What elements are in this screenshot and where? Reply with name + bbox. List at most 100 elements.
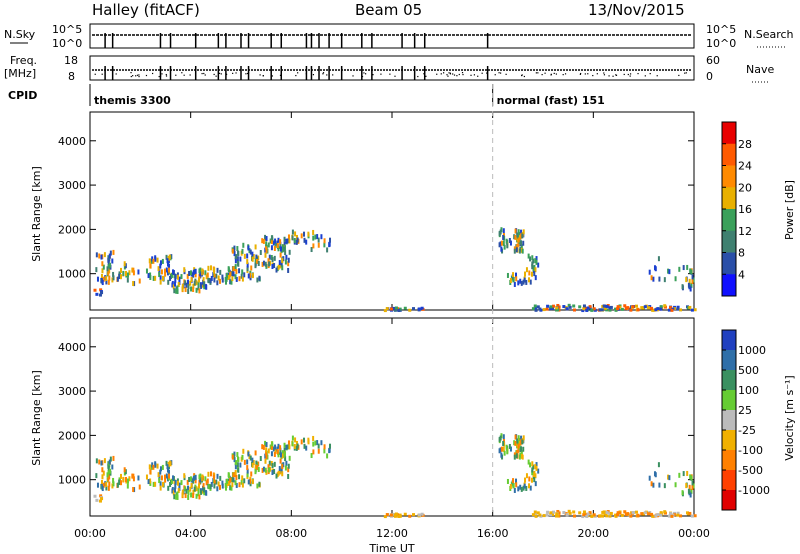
freq-unit: [MHz] — [4, 67, 36, 80]
range-gate-cell — [128, 270, 131, 276]
range-gate-cell — [658, 482, 661, 488]
range-gate-cell — [234, 470, 237, 476]
range-gate-cell — [218, 484, 221, 490]
range-gate-cell — [269, 238, 272, 244]
ground-scatter-cell — [670, 514, 674, 518]
range-gate-cell — [168, 473, 171, 479]
ground-scatter-cell — [614, 308, 618, 312]
range-gate-cell — [212, 474, 215, 480]
nave-point — [322, 72, 325, 74]
range-gate-cell — [232, 454, 235, 460]
range-gate-cell — [157, 472, 160, 478]
range-gate-cell — [174, 273, 177, 279]
ground-scatter-cell — [598, 514, 602, 518]
ground-scatter-cell — [679, 514, 683, 518]
ground-scatter-cell — [620, 307, 624, 311]
ground-scatter-cell — [555, 512, 559, 516]
range-gate-cell — [280, 261, 283, 267]
ground-scatter-cell — [651, 308, 655, 312]
range-gate-cell — [231, 276, 234, 282]
range-gate-cell — [95, 473, 98, 479]
nave-point — [312, 74, 315, 76]
range-gate-cell — [509, 483, 512, 489]
nave-point — [220, 73, 222, 75]
nave-point — [181, 72, 183, 74]
range-gate-cell — [281, 464, 284, 470]
range-gate-cell — [249, 455, 252, 461]
range-gate-cell — [291, 229, 294, 235]
nave-point — [259, 74, 261, 76]
nave-point — [477, 75, 479, 77]
range-gate-cell — [149, 478, 152, 484]
range-gate-cell — [132, 270, 135, 276]
range-gate-cell — [532, 266, 535, 272]
range-gate-cell — [535, 465, 538, 471]
range-gate-cell — [273, 469, 276, 475]
range-gate-cell — [203, 487, 206, 493]
ground-scatter-cell — [650, 306, 654, 310]
range-gate-cell — [300, 233, 303, 239]
ground-scatter-cell — [659, 307, 663, 311]
range-gate-cell — [221, 483, 224, 489]
range-gate-cell — [197, 487, 200, 493]
nave-point — [235, 72, 237, 74]
power-ylabel: Slant Range [km] — [30, 166, 43, 262]
range-gate-cell — [250, 471, 253, 477]
range-gate-cell — [522, 229, 525, 235]
colorbar-tick-label: -1000 — [738, 484, 770, 497]
range-gate-cell — [265, 247, 268, 253]
range-gate-cell — [102, 470, 105, 476]
range-gate-cell — [520, 486, 523, 492]
colorbar-swatch — [722, 370, 736, 391]
range-gate-cell — [100, 254, 103, 260]
range-gate-cell — [293, 237, 296, 243]
range-gate-cell — [667, 268, 670, 274]
range-gate-cell — [172, 475, 175, 481]
range-gate-cell — [668, 475, 671, 481]
range-gate-cell — [250, 265, 253, 271]
range-gate-cell — [498, 436, 501, 442]
range-gate-cell — [176, 274, 179, 280]
nsearch-label: N.Search — [744, 28, 794, 41]
range-gate-cell — [267, 448, 270, 454]
colorbar-swatch — [722, 143, 736, 166]
range-gate-cell — [118, 274, 121, 280]
ground-scatter-cell — [652, 308, 656, 312]
range-gate-cell — [279, 239, 282, 245]
ground-scatter-cell — [590, 308, 594, 312]
range-gate-cell — [648, 269, 651, 275]
range-gate-cell — [678, 472, 681, 478]
nsearch-tick-bottom: 10^0 — [706, 37, 736, 50]
range-gate-cell — [323, 444, 326, 450]
range-gate-cell — [317, 448, 320, 454]
range-gate-cell — [532, 472, 535, 478]
ground-scatter-cell — [616, 511, 620, 515]
range-gate-cell — [163, 268, 166, 274]
range-gate-cell — [124, 476, 127, 482]
x-tick-label: 08:00 — [275, 527, 307, 540]
range-gate-cell — [187, 284, 190, 290]
range-gate-cell — [530, 477, 533, 483]
range-gate-cell — [198, 474, 201, 480]
range-gate-cell — [520, 244, 523, 250]
range-gate-cell — [288, 455, 291, 461]
ground-scatter-cell — [582, 307, 586, 311]
range-gate-cell — [525, 267, 528, 273]
nave-point — [183, 74, 185, 76]
range-gate-cell — [328, 447, 331, 453]
range-gate-cell — [154, 461, 157, 467]
range-gate-cell — [273, 451, 276, 457]
freq-panel — [89, 55, 695, 81]
range-gate-cell — [236, 452, 239, 458]
nave-point — [218, 72, 221, 74]
range-gate-cell — [132, 486, 135, 492]
range-gate-cell — [131, 267, 134, 273]
range-gate-cell — [262, 444, 265, 450]
range-gate-cell — [264, 453, 267, 459]
range-gate-cell — [255, 465, 258, 471]
ground-scatter-cell — [420, 306, 424, 310]
colorbar-tick-label: 24 — [738, 160, 752, 173]
ground-scatter-cell — [582, 513, 586, 517]
ground-scatter-cell — [385, 307, 389, 311]
ground-scatter-cell — [99, 494, 103, 498]
